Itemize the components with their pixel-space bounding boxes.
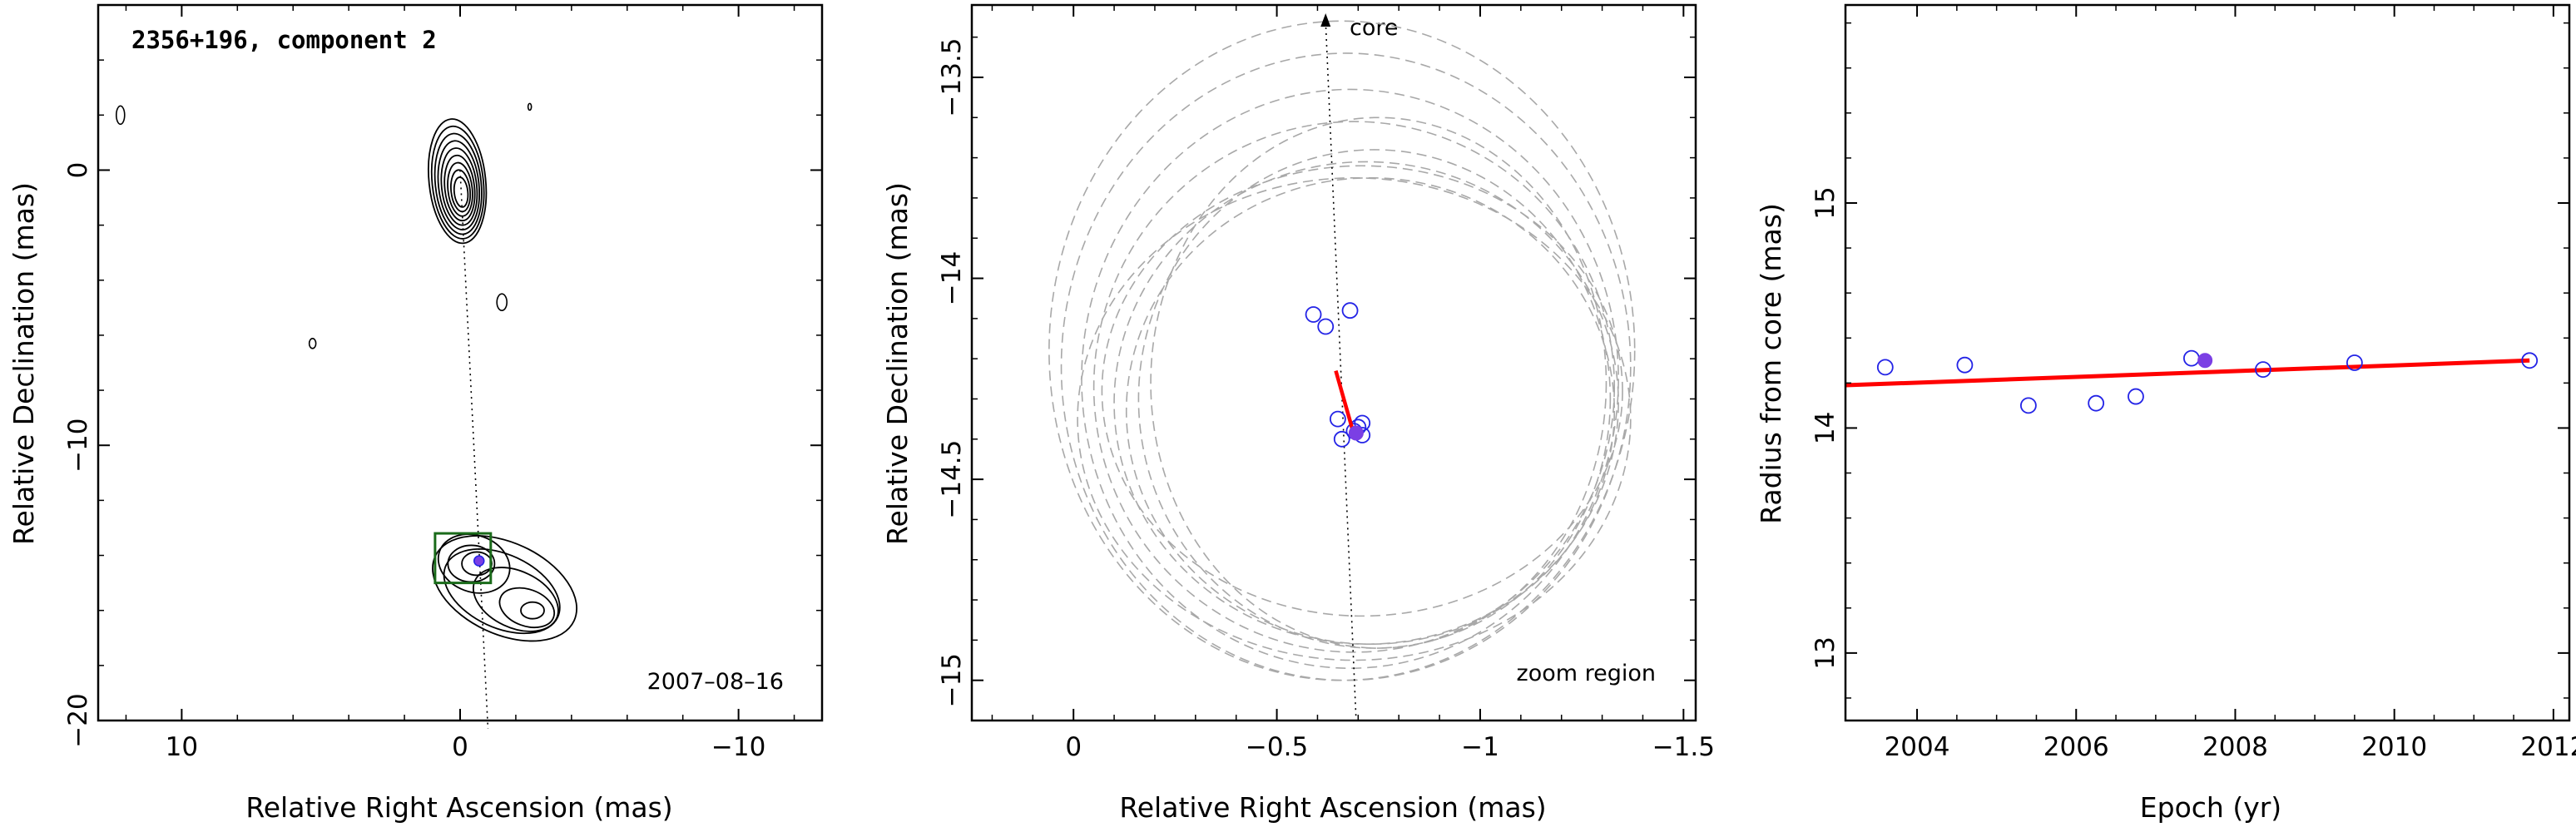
radius-point: [2346, 354, 2363, 371]
radius-point: [1956, 356, 1974, 374]
panel-radius-vs-epoch: Epoch (yr) Radius from core (mas) 2004 20…: [1755, 3, 2576, 824]
panel2-x-tick-label: −1.5: [1652, 732, 1715, 762]
core-contour: [443, 154, 476, 222]
beam-ellipse: [1092, 121, 1616, 653]
noise-contour: [308, 338, 317, 349]
jet-axis-line: [459, 170, 489, 730]
position-point: [1305, 306, 1322, 323]
panel3-x-tick-label: 2010: [2361, 732, 2427, 762]
panel1-plot-frame: [97, 3, 824, 722]
component-contour: [447, 544, 496, 583]
beam-ellipse: [1150, 116, 1608, 649]
component-marker: [473, 555, 485, 567]
beam-ellipse: [1125, 176, 1616, 646]
component-contour: [473, 567, 559, 632]
core-direction-line: [1325, 21, 1357, 721]
panel-zoom-region: core zoom region Relative Right Ascensio…: [881, 3, 1715, 824]
panel1-epoch-label: 2007–08–16: [647, 669, 784, 695]
beam-ellipse: [1077, 176, 1632, 661]
core-contour: [440, 147, 478, 226]
radius-point: [2128, 388, 2144, 405]
panel1-x-tick-label: −10: [711, 732, 765, 762]
panel3-plot-frame: [1844, 3, 2571, 722]
panel1-x-axis-title: Relative Right Ascension (mas): [245, 791, 672, 824]
panel1-y-tick-label: 0: [63, 162, 93, 179]
core-contour: [447, 161, 473, 217]
radius-point: [1876, 359, 1894, 376]
panel2-x-tick-label: −1: [1461, 732, 1499, 762]
panel2-y-tick-label: −15: [937, 653, 967, 707]
panel3-x-axis-title: Epoch (yr): [2140, 791, 2281, 824]
noise-contour: [527, 102, 533, 111]
beam-ellipse: [1101, 165, 1623, 617]
panel2-x-tick-label: 0: [1065, 732, 1082, 762]
velocity-vector: [1334, 370, 1356, 436]
panel1-title: 2356+196, component 2: [131, 26, 437, 54]
fit-line: [1845, 358, 2530, 388]
panel3-y-tick-label: 15: [1811, 186, 1840, 219]
position-point: [1333, 430, 1350, 448]
panel3-x-tick-label: 2012: [2520, 732, 2576, 762]
highlight-point: [1348, 425, 1364, 441]
position-point: [1329, 410, 1346, 428]
noise-contour: [115, 105, 126, 126]
panel2-x-tick-label: −0.5: [1246, 732, 1308, 762]
panel2-y-tick-label: −13.5: [937, 37, 967, 116]
component-contour: [432, 535, 577, 642]
panel1-x-tick-label: 10: [166, 732, 198, 762]
panel3-x-tick-label: 2008: [2202, 732, 2268, 762]
panel1-y-tick-label: −20: [63, 693, 93, 747]
core-contour: [430, 125, 485, 240]
panel3-x-tick-label: 2004: [1885, 732, 1950, 762]
zoom-box: [433, 532, 493, 585]
beam-ellipse-group: [1048, 20, 1636, 681]
radius-point: [2521, 352, 2539, 369]
radius-point: [2088, 394, 2105, 412]
panel2-y-tick-label: −14.5: [937, 440, 967, 519]
panel3-y-tick-label: 13: [1811, 636, 1840, 669]
panel3-y-tick-label: 14: [1811, 412, 1840, 444]
panel1-x-tick-label: 0: [452, 732, 468, 762]
core-contour: [453, 176, 469, 208]
beam-ellipse: [1060, 52, 1632, 681]
panel2-plot-frame: [970, 3, 1697, 722]
noise-contour: [496, 293, 508, 312]
component-contour: [520, 601, 545, 620]
radius-point: [2255, 361, 2271, 379]
beam-ellipse: [1113, 161, 1619, 646]
panel2-x-axis-title: Relative Right Ascension (mas): [1119, 791, 1546, 824]
component-contour: [437, 533, 511, 594]
beam-ellipse: [1137, 149, 1612, 649]
panel2-zoom-label: zoom region: [1517, 661, 1656, 686]
beam-ellipse: [1048, 20, 1636, 681]
panel1-y-tick-label: −10: [63, 418, 93, 473]
panel2-y-axis-title: Relative Declination (mas): [881, 182, 914, 545]
panel2-y-tick-label: −14: [937, 251, 967, 305]
component-contour: [498, 587, 556, 629]
radius-point: [2019, 397, 2037, 414]
core-arrow-head: [1320, 13, 1331, 27]
position-point: [1317, 318, 1335, 335]
highlight-point: [2197, 353, 2213, 369]
panel3-y-axis-title: Radius from core (mas): [1755, 203, 1787, 524]
panel1-y-axis-title: Relative Declination (mas): [7, 182, 40, 545]
panel2-core-label: core: [1350, 15, 1398, 41]
core-contour: [428, 118, 488, 245]
panel3-x-tick-label: 2006: [2043, 732, 2109, 762]
position-point: [1341, 302, 1359, 319]
panel-contour-map: 2356+196, component 2 2007–08–16 Relativ…: [7, 3, 824, 824]
radius-point: [2182, 349, 2200, 367]
